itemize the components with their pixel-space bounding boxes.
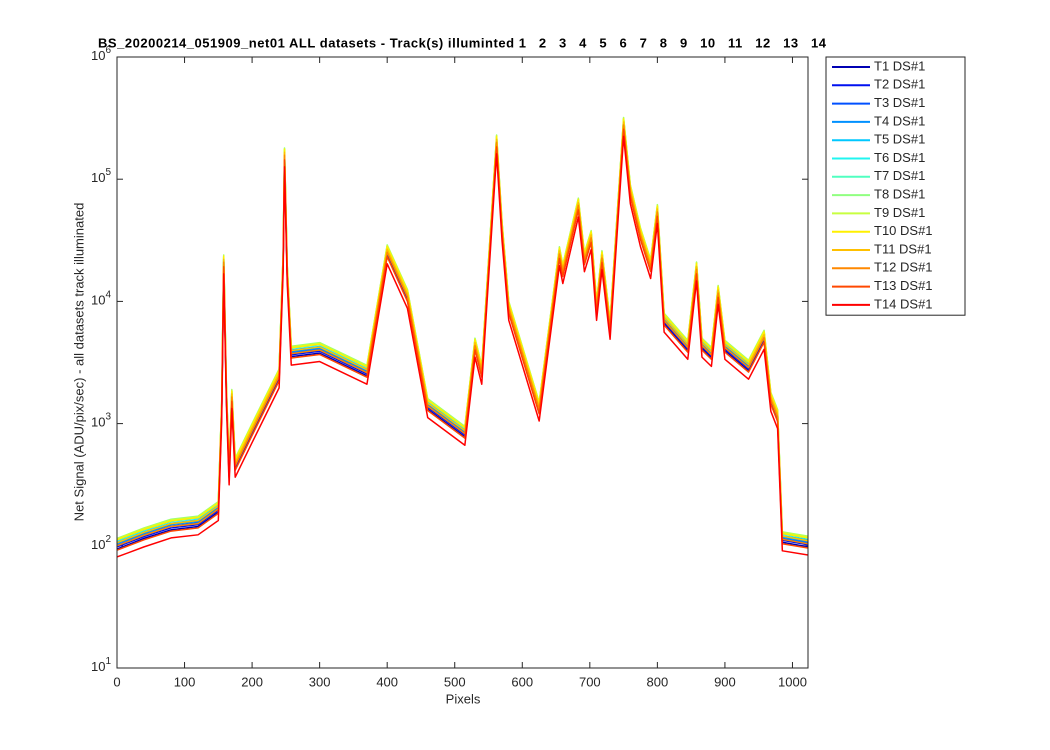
legend-label: T11 DS#1 — [874, 241, 932, 256]
legend-label: T1 DS#1 — [874, 58, 925, 73]
y-tick-label: 102 — [91, 533, 111, 552]
legend-label: T3 DS#1 — [874, 95, 925, 110]
y-tick-label: 106 — [91, 45, 111, 64]
legend-label: T9 DS#1 — [874, 205, 925, 220]
series-line — [117, 135, 808, 558]
legend-label: T13 DS#1 — [874, 278, 933, 293]
legend-label: T5 DS#1 — [874, 132, 925, 147]
x-tick-label: 900 — [714, 674, 736, 689]
x-tick-label: 300 — [309, 674, 331, 689]
x-tick-label: 1000 — [778, 674, 807, 689]
x-tick-label: 600 — [511, 674, 533, 689]
x-tick-label: 0 — [113, 674, 120, 689]
axes-frame — [116, 56, 809, 669]
x-tick-label: 100 — [174, 674, 196, 689]
x-tick-label: 400 — [376, 674, 398, 689]
legend-label: T6 DS#1 — [874, 150, 925, 165]
legend-label: T2 DS#1 — [874, 77, 925, 92]
x-tick-label: 500 — [444, 674, 466, 689]
legend-label: T8 DS#1 — [874, 187, 925, 202]
legend-label: T12 DS#1 — [874, 260, 933, 275]
y-axis-label: Net Signal (ADU/pix/sec) - all datasets … — [71, 203, 86, 522]
x-tick-label: 800 — [647, 674, 669, 689]
legend-label: T14 DS#1 — [874, 296, 933, 311]
legend-label: T4 DS#1 — [874, 113, 925, 128]
y-tick-label: 103 — [91, 411, 111, 430]
plot-area — [117, 57, 808, 668]
legend-label: T10 DS#1 — [874, 223, 933, 238]
x-axis-label: Pixels — [446, 691, 481, 706]
chart-title: BS_20200214_051909_net01 ALL datasets - … — [98, 35, 827, 50]
legend-box — [825, 56, 966, 316]
y-tick-label: 105 — [91, 167, 111, 186]
y-tick-label: 101 — [91, 656, 111, 675]
x-tick-label: 700 — [579, 674, 601, 689]
x-tick-label: 200 — [241, 674, 263, 689]
legend-label: T7 DS#1 — [874, 168, 925, 183]
y-tick-label: 104 — [91, 289, 111, 308]
